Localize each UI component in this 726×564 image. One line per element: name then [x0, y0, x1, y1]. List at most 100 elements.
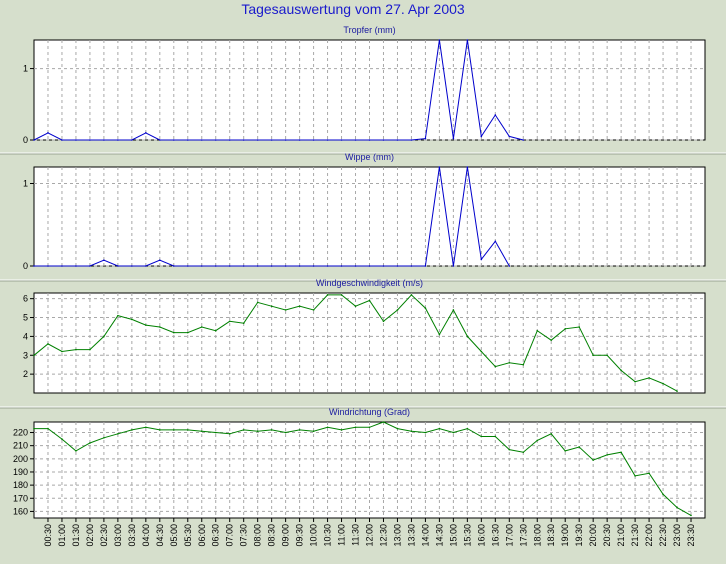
panel-2: Wippe (mm) 0 1 — [23, 152, 706, 271]
y-tick-label: 170 — [13, 493, 28, 503]
x-tick-label: 23:00 — [672, 524, 682, 547]
panel-3: Windgeschwindigkeit (m/s) 2 3 4 5 6 — [23, 278, 706, 394]
data-point — [354, 265, 357, 267]
data-point — [480, 350, 483, 353]
data-point — [410, 294, 413, 296]
data-point — [494, 365, 497, 368]
data-point — [438, 166, 441, 168]
data-point — [480, 258, 483, 261]
panel-4: Windrichtung (Grad) 160 170 180 190 200 210 220 — [13, 407, 706, 519]
data-point — [186, 139, 189, 141]
data-point — [452, 137, 455, 140]
data-point — [340, 265, 343, 267]
data-point — [634, 475, 636, 477]
data-point — [228, 139, 231, 141]
x-tick-label: 10:00 — [309, 524, 319, 547]
data-point — [131, 265, 133, 267]
data-point — [550, 433, 553, 435]
data-point — [536, 439, 539, 442]
data-point — [466, 166, 469, 168]
data-point — [103, 335, 105, 338]
series-line — [33, 39, 524, 141]
data-point — [145, 265, 147, 267]
x-tick-label: 17:30 — [518, 524, 528, 547]
data-point — [145, 426, 147, 429]
data-point — [103, 436, 105, 439]
data-point — [494, 240, 497, 243]
data-point — [75, 450, 77, 452]
data-point — [75, 139, 77, 141]
data-point — [410, 265, 413, 267]
data-point — [47, 265, 49, 267]
x-tick-label: 12:00 — [365, 524, 375, 547]
data-point — [354, 305, 357, 308]
x-tick-label: 05:00 — [169, 524, 179, 547]
data-point — [242, 265, 245, 267]
data-point — [312, 309, 315, 311]
data-point — [47, 427, 49, 430]
y-tick-label: 1 — [23, 179, 28, 189]
data-point — [368, 265, 371, 267]
x-tick-label: 17:00 — [504, 524, 514, 547]
data-point — [172, 139, 175, 141]
data-point — [75, 265, 77, 267]
data-point — [508, 362, 511, 364]
y-tick-label: 180 — [13, 480, 28, 490]
x-tick-label: 19:00 — [560, 524, 570, 547]
data-point — [284, 309, 287, 311]
data-point — [662, 493, 664, 496]
data-point — [159, 139, 161, 141]
data-point — [145, 132, 147, 134]
data-point — [648, 377, 650, 379]
data-point — [466, 335, 469, 338]
data-point — [284, 265, 287, 267]
data-point — [354, 139, 357, 141]
x-tick-label: 11:30 — [351, 524, 361, 546]
data-point — [508, 448, 511, 451]
y-tick-label: 0 — [23, 135, 28, 145]
data-point — [312, 265, 315, 267]
data-point — [214, 265, 217, 267]
data-point — [424, 265, 427, 267]
data-point — [396, 265, 399, 267]
data-point — [298, 265, 301, 267]
y-tick-label: 1 — [23, 64, 28, 74]
data-point — [410, 430, 413, 433]
y-tick-label: 190 — [13, 467, 28, 477]
data-point — [159, 326, 161, 328]
data-point — [214, 329, 217, 332]
x-tick-label: 09:00 — [281, 524, 291, 547]
x-tick-label: 16:00 — [476, 524, 486, 547]
x-tick-label: 18:30 — [546, 524, 556, 547]
data-point — [61, 139, 63, 141]
data-point — [103, 259, 105, 262]
data-point — [340, 139, 343, 141]
data-point — [326, 139, 329, 141]
x-tick-label: 15:00 — [448, 524, 458, 547]
data-point — [564, 450, 567, 452]
x-tick-label: 04:00 — [141, 524, 151, 547]
x-tick-label: 07:30 — [239, 524, 249, 547]
data-point — [242, 139, 245, 141]
x-tick-label: 22:00 — [644, 524, 654, 547]
x-tick-label: 22:30 — [658, 524, 668, 547]
data-point — [368, 426, 371, 429]
data-point — [592, 354, 594, 357]
data-point — [354, 426, 357, 429]
x-tick-label: 06:30 — [211, 524, 221, 547]
data-point — [648, 472, 650, 475]
data-point — [214, 431, 217, 434]
data-point — [256, 301, 259, 304]
data-point — [438, 333, 441, 336]
data-point — [452, 265, 455, 267]
data-point — [117, 433, 119, 435]
x-tick-label: 21:00 — [616, 524, 626, 547]
data-point — [382, 139, 385, 141]
chart-title: Tagesauswertung vom 27. Apr 2003 — [241, 1, 465, 17]
data-point — [89, 139, 91, 141]
data-point — [214, 139, 217, 141]
x-tick-label: 11:00 — [337, 524, 347, 546]
x-tick-label: 16:30 — [490, 524, 500, 547]
x-tick-label: 08:30 — [267, 524, 277, 547]
data-point — [61, 350, 63, 353]
